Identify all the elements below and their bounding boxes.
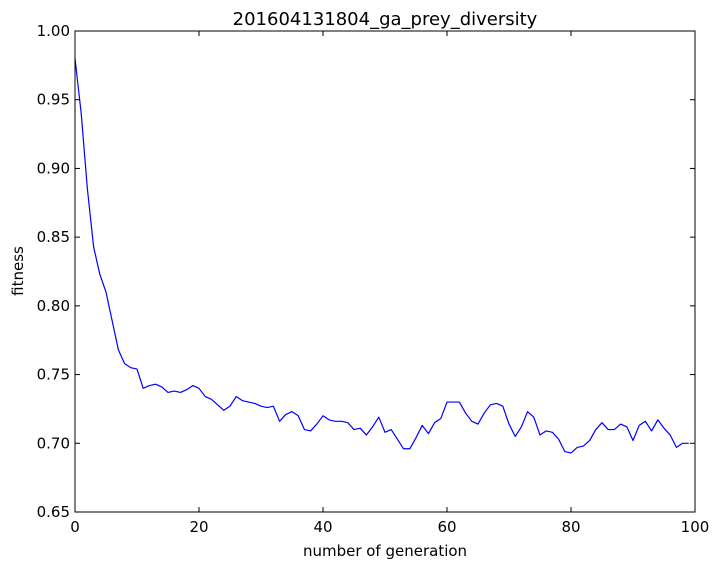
plot-area — [74, 58, 689, 454]
y-tick-label: 1.00 — [37, 22, 70, 40]
series-line-0 — [74, 58, 689, 454]
x-tick-label: 40 — [313, 518, 332, 536]
y-axis-title: fitness — [9, 246, 27, 296]
x-tick-label: 60 — [437, 518, 456, 536]
plot-frame — [74, 30, 696, 513]
y-tick-label: 0.85 — [37, 228, 70, 246]
y-tick-label: 0.65 — [37, 503, 70, 521]
y-tick-label: 0.70 — [37, 434, 70, 452]
y-tick-label: 0.80 — [37, 297, 70, 315]
x-axis-title: number of generation — [303, 542, 467, 560]
y-tick-label: 0.75 — [37, 366, 70, 384]
x-tick-label: 20 — [189, 518, 208, 536]
chart-title: 201604131804_ga_prey_diversity — [233, 9, 538, 30]
y-tick-label: 0.90 — [37, 159, 70, 177]
x-tick-label: 0 — [70, 518, 80, 536]
tick-labels: 0 20 40 60 80 100 0.65 0.70 0.75 0.80 0.85 0.90 0.95… — [37, 22, 710, 536]
x-tick-label: 100 — [681, 518, 710, 536]
x-tick-label: 80 — [561, 518, 580, 536]
y-tick-label: 0.95 — [37, 91, 70, 109]
